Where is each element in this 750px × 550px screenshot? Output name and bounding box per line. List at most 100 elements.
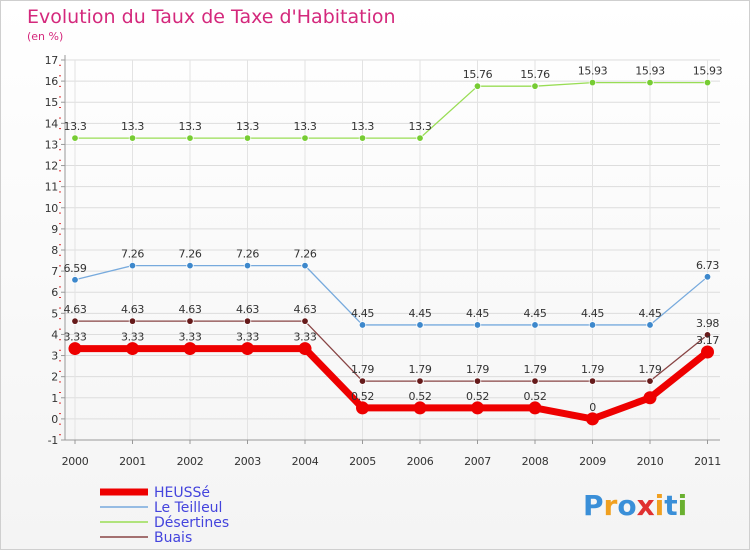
data-label: 15.93: [693, 65, 723, 78]
y-tick-label: 8: [51, 244, 58, 257]
data-label: 1.79: [524, 363, 547, 376]
data-point: [471, 401, 484, 415]
data-point: [358, 377, 367, 385]
data-point: [186, 317, 194, 325]
y-tick-label: 9: [51, 223, 58, 236]
data-point: [243, 317, 252, 325]
data-label: 4.45: [524, 307, 547, 320]
data-label: 4.63: [236, 303, 259, 316]
data-label: 13.3: [64, 120, 87, 133]
data-point: [128, 261, 137, 270]
logo-letter: i: [655, 489, 665, 522]
y-tick-label: 14: [45, 117, 59, 130]
data-point: [298, 342, 312, 356]
y-tick-label: 4: [51, 328, 58, 341]
data-point: [358, 134, 367, 142]
data-label: 13.3: [179, 120, 202, 133]
data-label: 4.45: [581, 307, 604, 320]
y-tick-label: 2: [51, 371, 58, 384]
data-point: [586, 412, 599, 426]
data-point: [416, 134, 424, 142]
data-point: [241, 342, 254, 356]
data-point: [703, 273, 712, 281]
data-point: [128, 317, 137, 325]
x-tick-label: 2001: [119, 455, 146, 468]
data-label: 3.98: [696, 317, 719, 330]
series-line-3: [71, 345, 711, 423]
y-tick-label: 10: [45, 202, 59, 215]
y-tick-label: 5: [51, 307, 58, 320]
data-point: [128, 134, 137, 142]
y-tick-label: 3: [51, 350, 58, 363]
data-point: [356, 401, 369, 415]
data-label: 1.79: [466, 363, 489, 376]
data-label: 1.79: [581, 363, 604, 376]
y-tick-label: 12: [45, 160, 58, 173]
data-label: 3.33: [121, 331, 144, 344]
data-point: [126, 342, 139, 356]
data-label: 1.79: [351, 363, 374, 376]
data-label: 4.63: [179, 303, 202, 316]
legend-label: Désertines: [154, 515, 229, 531]
data-label: 4.63: [121, 303, 144, 316]
data-point: [71, 276, 79, 284]
data-point: [71, 317, 79, 325]
y-tick-label: 13: [45, 138, 59, 151]
data-point: [473, 82, 482, 90]
data-label: 4.45: [351, 307, 374, 320]
x-tick-label: 2000: [62, 455, 89, 468]
data-label: 15.76: [520, 68, 550, 81]
data-point: [703, 78, 712, 87]
data-label: 13.3: [294, 120, 317, 133]
logo-letter: r: [604, 489, 618, 522]
y-tick-label: 16: [45, 75, 59, 88]
data-point: [531, 377, 539, 385]
data-point: [473, 377, 482, 385]
x-tick-label: 2004: [292, 455, 319, 468]
y-tick-label: 0: [51, 413, 58, 426]
data-label: 3.33: [64, 331, 87, 344]
logo-letter: P: [583, 489, 604, 522]
series-line-2: [74, 320, 709, 382]
data-label: 6.73: [696, 259, 719, 272]
legend-label: Buais: [154, 530, 192, 546]
data-label: 4.45: [466, 307, 489, 320]
data-label: 0.52: [466, 390, 489, 403]
data-label: 15.93: [635, 65, 665, 78]
data-label: 6.59: [64, 262, 87, 275]
data-label: 7.26: [179, 248, 202, 261]
data-point: [646, 321, 654, 329]
chart-subtitle: (en %): [27, 30, 63, 43]
data-label: 7.26: [294, 248, 317, 261]
data-label: 0: [589, 401, 596, 414]
x-tick-label: 2005: [349, 455, 376, 468]
data-point: [301, 317, 309, 325]
data-label: 4.45: [639, 307, 662, 320]
data-label: 0.52: [409, 390, 432, 403]
data-label: 1.79: [639, 363, 662, 376]
data-point: [413, 401, 427, 415]
x-tick-label: 2003: [234, 455, 261, 468]
data-point: [416, 321, 424, 329]
data-label: 0.52: [524, 390, 547, 403]
data-label: 15.76: [463, 68, 493, 81]
y-tick-label: 17: [45, 54, 59, 67]
legend-label: Le Teilleul: [154, 500, 222, 516]
grid: [65, 59, 720, 441]
data-label: 3.33: [236, 331, 259, 344]
data-point: [703, 331, 712, 339]
series-line-0: [74, 81, 709, 139]
y-tick-label: 7: [51, 265, 58, 278]
data-label: 3.17: [696, 334, 719, 347]
y-tick-label: 6: [51, 286, 58, 299]
y-tick-label: -1: [48, 434, 58, 447]
data-label: 0.52: [351, 390, 374, 403]
data-label: 1.79: [409, 363, 432, 376]
data-point: [646, 377, 654, 385]
data-point: [71, 134, 79, 142]
series-line-1: [74, 264, 709, 326]
x-tick-label: 2007: [464, 455, 491, 468]
